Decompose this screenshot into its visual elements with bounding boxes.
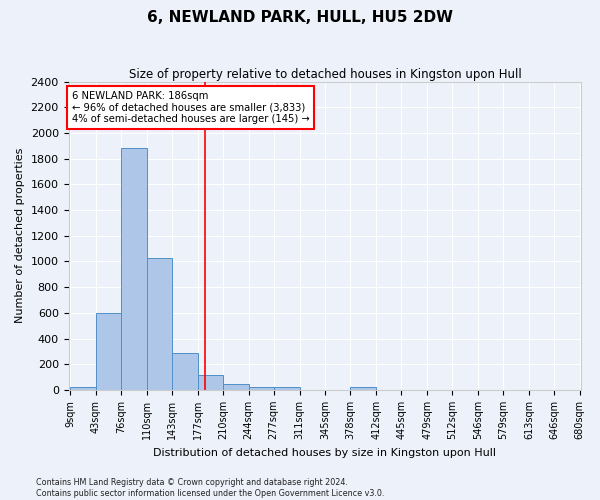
Text: 6, NEWLAND PARK, HULL, HU5 2DW: 6, NEWLAND PARK, HULL, HU5 2DW: [147, 10, 453, 25]
Y-axis label: Number of detached properties: Number of detached properties: [15, 148, 25, 324]
Bar: [350, 388, 376, 390]
Bar: [70, 388, 96, 390]
X-axis label: Distribution of detached houses by size in Kingston upon Hull: Distribution of detached houses by size …: [154, 448, 496, 458]
Bar: [197, 375, 223, 390]
Bar: [121, 148, 147, 390]
Bar: [96, 313, 121, 390]
Bar: [147, 258, 172, 390]
Bar: [223, 384, 248, 390]
Bar: [248, 386, 274, 390]
Text: Contains HM Land Registry data © Crown copyright and database right 2024.
Contai: Contains HM Land Registry data © Crown c…: [36, 478, 385, 498]
Bar: [274, 388, 299, 390]
Text: 6 NEWLAND PARK: 186sqm
← 96% of detached houses are smaller (3,833)
4% of semi-d: 6 NEWLAND PARK: 186sqm ← 96% of detached…: [71, 90, 310, 124]
Bar: [172, 352, 197, 390]
Title: Size of property relative to detached houses in Kingston upon Hull: Size of property relative to detached ho…: [128, 68, 521, 80]
